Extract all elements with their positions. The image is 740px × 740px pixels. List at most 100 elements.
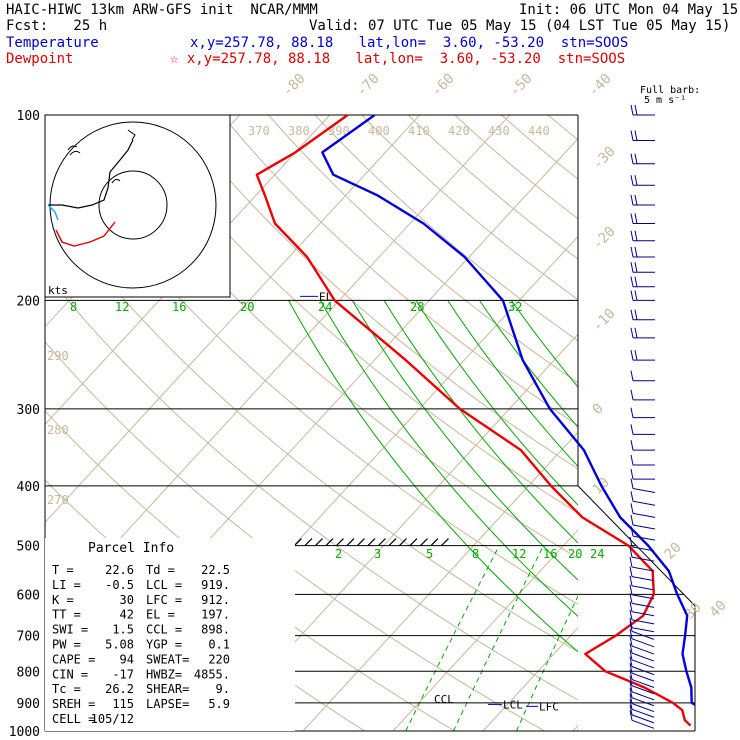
mixing-ratio-line [516, 594, 578, 731]
mixing-ratio-label: 24 [318, 300, 332, 314]
el-label: EL [319, 290, 333, 303]
pressure-label: 300 [17, 403, 40, 418]
dry-adiabat-line [128, 115, 578, 514]
wind-barb-flag [630, 290, 634, 301]
parcel-value: 5.08 [105, 638, 134, 652]
parcel-label: Tc = [52, 682, 81, 696]
wind-barb-flag [630, 130, 634, 141]
wind-barb-flag [629, 681, 633, 692]
wind-barb [629, 710, 655, 729]
parcel-value: 197. [201, 608, 230, 622]
level-hatch [430, 538, 439, 546]
theta-label: 440 [528, 124, 550, 138]
wind-barb-flag [630, 153, 634, 164]
wind-barb-flag [634, 262, 638, 273]
wind-barb-flag [629, 669, 633, 680]
parcel-label: LFC = [146, 593, 182, 607]
parcel-label: HWBZ= [146, 667, 182, 681]
parcel-value: 1.5 [112, 623, 134, 637]
wind-barb-shaft [631, 659, 655, 669]
wind-barb-flag [629, 687, 633, 698]
wind-barb-flag [630, 262, 634, 273]
wind-barb-flag [630, 407, 634, 418]
parcel-value: 22.6 [105, 563, 134, 577]
isotherm-line [302, 431, 578, 731]
wind-barb-shaft [632, 524, 656, 530]
pressure-label: 600 [17, 588, 40, 603]
wind-barb [630, 104, 655, 116]
level-hatch [367, 538, 376, 546]
wind-barb-flag [630, 478, 634, 489]
wind-barb-shaft [631, 652, 655, 662]
dry-adiabat-line [81, 115, 578, 559]
mixing-ratio-line [405, 545, 500, 731]
moist-adiabat-line [447, 300, 578, 468]
parcel-value: 0.1 [208, 638, 230, 652]
model-title: HAIC-HIWC 13km ARW-GFS init NCAR/MMM [6, 2, 318, 18]
mixing-ratio-label: 8 [472, 547, 479, 561]
dry-adiabat-line [45, 200, 578, 653]
wind-barb [629, 675, 655, 695]
pressure-label: 100 [17, 109, 40, 124]
barb-legend-title: Full barb: [640, 85, 701, 96]
wind-barb-shaft [631, 576, 655, 582]
parcel-label: YGP = [146, 638, 182, 652]
isotherm-line [392, 529, 578, 731]
wind-barb [629, 628, 655, 648]
isotherm-line [482, 627, 578, 731]
wind-barb-flag [630, 370, 634, 381]
wind-barb [629, 693, 655, 713]
parcel-value: 115 [112, 697, 134, 711]
wind-barb-shaft [631, 719, 655, 729]
wind-barb [629, 699, 655, 718]
theta-label: 380 [288, 124, 310, 138]
parcel-value: 220 [208, 652, 230, 666]
wind-barb [630, 276, 655, 288]
wind-barb-flag [629, 710, 633, 721]
wind-barb [630, 130, 655, 141]
wind-barb-flag [630, 468, 634, 480]
isotherm-line [45, 115, 331, 426]
level-hatch [294, 538, 302, 546]
wind-barb-shaft [632, 512, 656, 518]
parcel-value: 22.5 [201, 563, 230, 577]
dewpoint-trace [255, 115, 692, 727]
wind-barb [629, 617, 655, 633]
hodograph-inset: kts [44, 114, 231, 298]
init-time: Init: 06 UTC Mon 04 May 15 [519, 2, 739, 18]
hodograph-trace-upper [48, 139, 134, 209]
isotherm-line [572, 724, 578, 731]
parcel-title: Parcel Info [88, 541, 174, 556]
pressure-label: 200 [17, 294, 40, 309]
temperature-station-info: x,y=257.78, 88.18 lat,lon= 3.60, -53.20 … [190, 35, 629, 51]
wind-barb-flag [629, 547, 633, 558]
mixing-ratio-label: 5 [426, 547, 433, 561]
wind-barb-shaft [631, 666, 655, 676]
parcel-label: CAPE = [52, 652, 95, 666]
wind-barb-shaft [632, 500, 656, 506]
wind-barb-flag [629, 617, 633, 628]
wind-barb-flag [629, 699, 633, 710]
wind-barb-flag [630, 213, 634, 224]
wind-barb-flag [630, 309, 634, 320]
wind-barb-flag [634, 213, 638, 224]
parcel-label: SHEAR= [146, 682, 189, 696]
hodograph-arc-mark [111, 178, 121, 184]
theta-label: 410 [408, 124, 430, 138]
wind-barb-shaft [631, 630, 655, 640]
forecast-hour: Fcst: 25 h [6, 18, 108, 34]
wind-barb-flag [634, 290, 638, 301]
wind-barb [630, 468, 655, 480]
parcel-label: Td = [146, 563, 175, 577]
wind-barb-flag [630, 424, 634, 435]
wind-barb-flag [634, 230, 638, 241]
wind-barb-flag [630, 491, 634, 502]
parcel-value: 919. [201, 578, 230, 592]
wind-barb [629, 687, 655, 707]
frame-right-diagonal [577, 485, 696, 607]
theta-label: 430 [488, 124, 510, 138]
wind-barb [630, 370, 655, 382]
level-hatch [420, 538, 428, 546]
dry-adiabat-line [501, 115, 578, 180]
wind-barb-shaft [632, 487, 656, 493]
